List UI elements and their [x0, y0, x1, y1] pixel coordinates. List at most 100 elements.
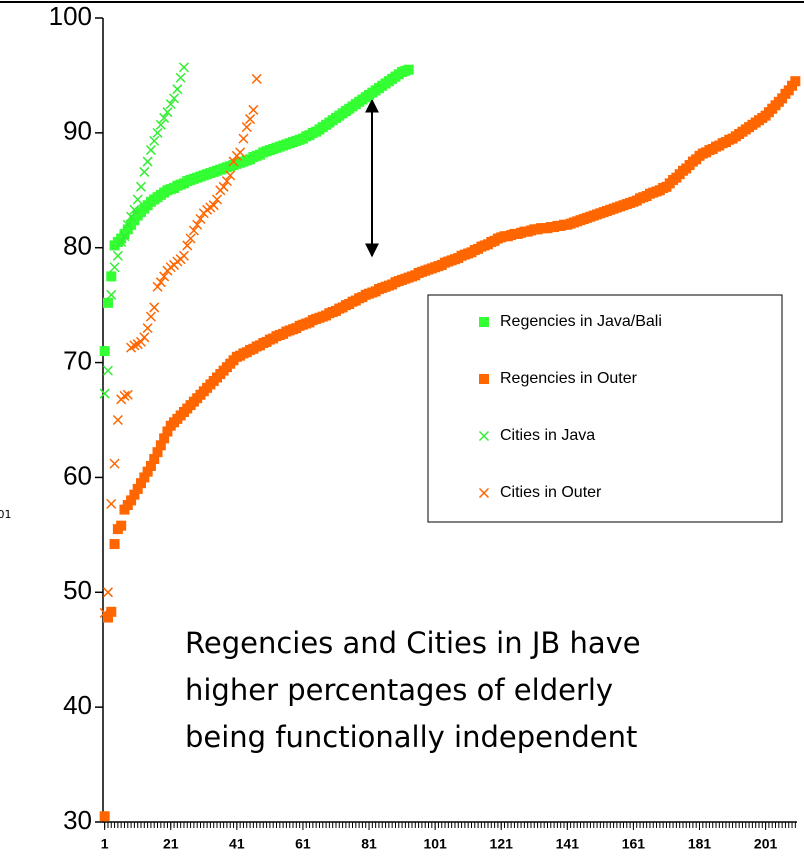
cross-point	[119, 231, 130, 242]
square-point	[159, 433, 170, 444]
square-point	[126, 495, 137, 506]
legend-label: Cities in Outer	[500, 484, 602, 501]
square-point	[145, 460, 156, 471]
legend-marker	[479, 317, 489, 327]
cross-point	[218, 181, 229, 192]
square-point	[790, 76, 801, 87]
cross-point	[135, 181, 147, 192]
x-tick-label: 21	[163, 836, 179, 852]
cross-point	[165, 99, 176, 110]
cross-point	[162, 107, 173, 118]
y-tick-label: 60	[63, 460, 92, 490]
cross-point	[109, 262, 120, 273]
cross-point	[235, 147, 246, 158]
cross-point	[159, 271, 170, 282]
cross-point	[159, 112, 170, 123]
cross-point	[221, 176, 232, 187]
legend-marker	[478, 487, 490, 499]
cross-point	[188, 225, 199, 236]
square-point	[106, 271, 117, 282]
cross-point	[126, 211, 137, 222]
y-tick-label: 90	[63, 116, 92, 146]
x-tick-label: 181	[688, 836, 712, 852]
cross-point	[145, 311, 156, 322]
square-point	[142, 466, 153, 477]
cross-point	[155, 277, 166, 288]
cross-point	[245, 114, 256, 125]
y-tick-label: 30	[63, 805, 92, 835]
cross-point	[139, 332, 150, 343]
square-point	[109, 539, 120, 550]
annotation: being functionally independent	[185, 720, 637, 754]
square-point	[102, 297, 113, 308]
cross-point	[155, 119, 166, 130]
cross-point	[175, 72, 186, 83]
y-tick-label: 80	[63, 231, 92, 261]
cross-point	[112, 414, 123, 426]
annotation: higher percentages of elderly	[185, 673, 613, 707]
cross-point	[192, 219, 203, 230]
cross-point	[211, 194, 223, 205]
legend-label: Regencies in Outer	[500, 370, 638, 387]
cross-point	[145, 145, 156, 156]
cross-point	[208, 200, 219, 211]
square-point	[403, 64, 414, 75]
square-point	[132, 483, 143, 494]
cross-point	[135, 336, 147, 347]
x-tick-label: 81	[361, 836, 377, 852]
square-point	[116, 520, 127, 531]
square-point	[139, 472, 150, 483]
square-point	[155, 440, 166, 451]
cross-point	[152, 281, 163, 292]
square-point	[162, 426, 173, 437]
cross-point	[142, 323, 153, 334]
y-tick-label: 40	[63, 690, 92, 720]
cross-point	[149, 135, 160, 146]
cross-point	[122, 389, 133, 400]
cross-point	[106, 289, 117, 300]
cross-point	[122, 219, 133, 230]
y-axis-label: .01	[0, 508, 12, 521]
cross-point	[132, 194, 143, 205]
square-point	[99, 811, 110, 822]
cross-point	[129, 204, 140, 215]
cross-point	[178, 250, 189, 261]
x-tick-label: 41	[229, 836, 245, 852]
cross-point	[238, 133, 249, 144]
cross-point	[102, 587, 113, 598]
annotation: Regencies and Cities in JB have	[185, 626, 641, 660]
cross-point	[149, 302, 160, 313]
cross-point	[225, 170, 236, 181]
cross-point	[112, 250, 123, 261]
cross-point	[106, 498, 117, 509]
x-tick-label: 201	[754, 836, 778, 852]
cross-point	[178, 62, 189, 73]
cross-point	[139, 166, 150, 177]
cross-point	[109, 458, 120, 469]
square-point	[149, 454, 160, 465]
cross-point	[129, 340, 140, 351]
cross-point	[102, 365, 113, 376]
x-tick-label: 161	[622, 836, 646, 852]
cross-point	[185, 233, 196, 244]
cross-point	[116, 236, 127, 248]
x-tick-label: 101	[423, 836, 447, 852]
legend-label: Cities in Java	[500, 427, 595, 444]
square-point	[152, 447, 163, 458]
x-tick-label: 61	[295, 836, 311, 852]
cross-point	[99, 607, 110, 618]
legend-marker	[479, 374, 489, 384]
cross-point	[195, 213, 206, 225]
square-point	[99, 346, 110, 357]
square-point	[136, 478, 147, 489]
cross-point	[142, 156, 153, 167]
legend-box	[427, 294, 783, 523]
cross-point	[152, 127, 163, 138]
cross-point	[169, 93, 180, 104]
legend-marker	[478, 430, 490, 442]
legend-label: Regencies in Java/Bali	[500, 313, 662, 330]
cross-point	[99, 388, 110, 399]
cross-point	[119, 390, 130, 401]
cross-point	[182, 240, 193, 251]
y-tick-label: 50	[63, 575, 92, 605]
